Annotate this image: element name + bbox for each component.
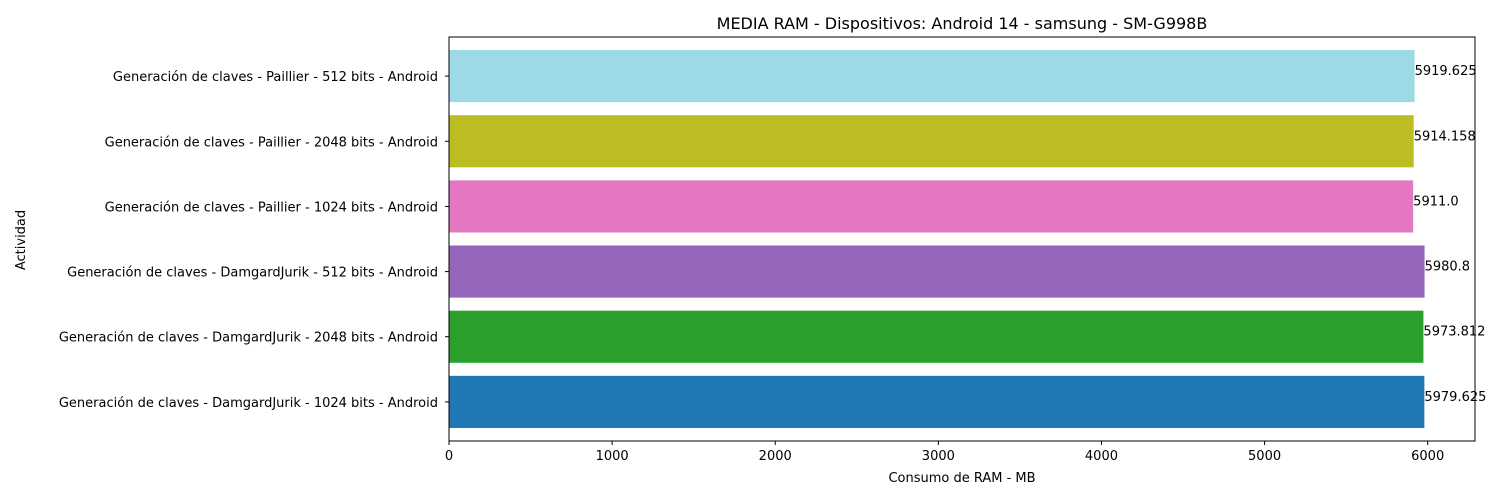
bar-value-label: 5911.0 [1413, 194, 1459, 209]
bar-value-label: 5980.8 [1425, 260, 1471, 275]
x-tick-label: 4000 [1085, 449, 1118, 464]
y-tick-label: Generación de claves - DamgardJurik - 10… [59, 396, 438, 411]
x-tick-label: 1000 [596, 449, 629, 464]
bar [449, 180, 1414, 233]
x-tick-label: 6000 [1411, 449, 1444, 464]
y-axis-label: Actividad [14, 210, 29, 270]
bar [449, 375, 1425, 428]
y-tick-label: Generación de claves - Paillier - 2048 b… [105, 135, 438, 150]
y-axis-ticks: Generación de claves - DamgardJurik - 10… [59, 70, 449, 411]
bar [449, 50, 1415, 103]
bar [449, 310, 1424, 363]
bar [449, 115, 1414, 168]
y-tick-label: Generación de claves - DamgardJurik - 51… [67, 266, 438, 281]
bars-group [449, 50, 1425, 428]
bar-value-label: 5973.812 [1423, 325, 1485, 340]
x-axis-ticks: 0 1000 2000 3000 4000 5000 6000 [445, 441, 1444, 464]
bar [449, 245, 1425, 298]
bar-value-label: 5979.625 [1424, 390, 1486, 405]
chart-title: MEDIA RAM - Dispositivos: Android 14 - s… [717, 14, 1208, 33]
x-tick-label: 3000 [922, 449, 955, 464]
x-tick-label: 0 [445, 449, 453, 464]
x-axis-label: Consumo de RAM - MB [888, 471, 1035, 486]
x-tick-label: 2000 [759, 449, 792, 464]
bar-value-label: 5914.158 [1414, 129, 1476, 144]
y-tick-label: Generación de claves - Paillier - 512 bi… [113, 70, 438, 85]
plot-frame [448, 36, 1476, 442]
value-labels-group: 5979.625 5973.812 5980.8 5911.0 5914.158 5919… [1413, 64, 1486, 405]
x-tick-label: 5000 [1248, 449, 1281, 464]
bar-value-label: 5919.625 [1415, 64, 1477, 79]
y-tick-label: Generación de claves - DamgardJurik - 20… [59, 331, 438, 346]
y-tick-label: Generación de claves - Paillier - 1024 b… [105, 200, 438, 215]
